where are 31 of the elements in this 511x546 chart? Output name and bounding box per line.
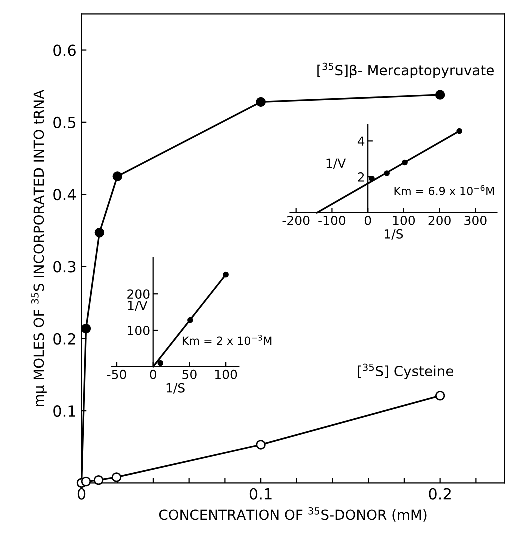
annotation: Km = 2 x 10$^{−3}$M <box>182 334 272 346</box>
x-tick-label: 100 <box>216 370 238 380</box>
x-tick-label: 50 <box>182 370 197 380</box>
annotation: Km = 6.9 x 10$^{−6}$M <box>394 185 494 196</box>
x-tick-label: 0 <box>364 216 372 226</box>
x-tick-label: -200 <box>282 216 310 226</box>
y-tick-label: 0.5 <box>54 116 76 128</box>
x-tick-label: 0 <box>78 488 86 500</box>
x-tick-label: -100 <box>318 216 346 226</box>
y-tick-label: 0.6 <box>54 44 76 56</box>
y-tick-label: 2 <box>358 172 364 182</box>
x-tick-label: 0 <box>150 370 156 380</box>
x-axis-title: 1/S <box>385 229 404 240</box>
y-tick-label: 0.2 <box>54 333 76 345</box>
x-tick-label: 200 <box>428 216 451 226</box>
y-tick-label: 4 <box>358 136 365 146</box>
series-label: [$^{35}$S]β- Mercaptopyruvate <box>318 62 494 78</box>
series-label: [$^{35}$S] Cysteine <box>358 364 454 380</box>
y-tick-label: 0.1 <box>54 406 76 418</box>
x-tick-label: 0.1 <box>250 488 272 500</box>
y-axis-title: mμ MOLES OF $^{35}$S INCORPORATED INTO tRNA <box>31 90 47 406</box>
x-tick-label: -50 <box>107 370 126 380</box>
x-tick-label: 0.2 <box>429 488 451 500</box>
y-tick-label: 0.3 <box>54 261 76 273</box>
y-tick-label: 0.4 <box>54 189 76 201</box>
x-tick-label: 100 <box>393 216 416 226</box>
x-axis-title: 1/S <box>166 383 185 394</box>
x-tick-label: 300 <box>464 216 487 226</box>
y-axis-title: 1/V <box>326 158 346 170</box>
x-axis-title: CONCENTRATION OF $^{35}$S-DONOR (mM) <box>159 507 427 522</box>
y-axis-title: 1/V <box>128 301 148 312</box>
